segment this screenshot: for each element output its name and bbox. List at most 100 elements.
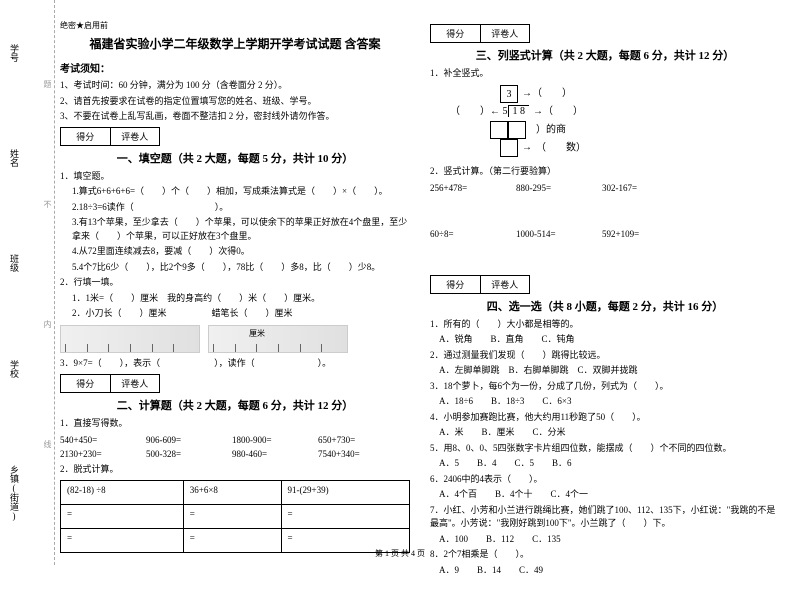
grader-label: 评卷人 xyxy=(481,25,530,42)
score-label: 得分 xyxy=(61,375,111,392)
table-header: 91-(29+39) xyxy=(281,481,409,505)
calc-item: 256+478= xyxy=(430,183,500,193)
calc-item: 500-328= xyxy=(146,449,216,459)
left-column: 绝密★启用前 福建省实验小学二年级数学上学期开学考试试题 含答案 考试须知： 1… xyxy=(60,20,410,579)
q1-sub: 4.从72里面连续减去8，要减（ ）次得0。 xyxy=(60,245,410,259)
q1-stem: 1．填空题。 xyxy=(60,170,410,184)
confidential-tag: 绝密★启用前 xyxy=(60,20,410,31)
mc-options: A．18÷6 B．18÷3 C．6×3 xyxy=(430,395,780,409)
vertical-diagram: 3→（ ） （ ）← 51 8→（ ） ）的商 →（ 数） xyxy=(450,85,780,158)
calc-row: 2130+230= 500-328= 980-460= 7540+340= xyxy=(60,449,410,459)
section-4-title: 四、选一选（共 8 小题，每题 2 分，共计 16 分） xyxy=(430,298,780,314)
calc-item: 906-609= xyxy=(146,435,216,445)
mc-item: 6．2406中的4表示（ ）。 xyxy=(430,473,780,487)
table-header: 36+6×8 xyxy=(183,481,281,505)
mc-item: 2．通过测量我们发现（ ）跳得比较远。 xyxy=(430,349,780,363)
calc-item: 540+450= xyxy=(60,435,130,445)
arrow-right-icon: →（ ） xyxy=(522,85,572,103)
dash-char: 不 xyxy=(42,200,53,208)
table-header: (82-18) ÷8 xyxy=(61,481,184,505)
calc-item: 650+730= xyxy=(318,435,388,445)
mc-item: 4．小明参加赛跑比赛，他大约用11秒跑了50（ ）。 xyxy=(430,411,780,425)
calc-table: (82-18) ÷8 36+6×8 91-(29+39) = = = = = = xyxy=(60,480,410,553)
calc-row: 540+450= 906-609= 1800-900= 650+730= xyxy=(60,435,410,445)
paren-left: （ ）← xyxy=(450,106,500,117)
score-box: 得分 评卷人 xyxy=(60,127,160,146)
section-2-title: 二、计算题（共 2 大题，每题 6 分，共计 12 分） xyxy=(60,397,410,413)
digit-box xyxy=(490,121,508,139)
q1-sub: 3.有13个苹果，至少拿去（ ）个苹果，可以使余下的苹果正好放在4个盘里，至少拿… xyxy=(60,216,410,243)
dash-char: 线 xyxy=(42,440,53,448)
minus: 5 xyxy=(503,106,508,117)
q2-stem: 2．行填一填。 xyxy=(60,276,410,290)
q1-sub: 5.4个7比6少（ ），比2个9多（ ），78比（ ）多8，比（ ）少8。 xyxy=(60,261,410,275)
calc-item: 1800-900= xyxy=(232,435,302,445)
notice-item: 2、请首先按要求在试卷的指定位置填写您的姓名、班级、学号。 xyxy=(60,95,410,108)
calc-item: 980-460= xyxy=(232,449,302,459)
score-box: 得分 评卷人 xyxy=(60,374,160,393)
notice-item: 1、考试时间：60 分钟，满分为 100 分（含卷面分 2 分）。 xyxy=(60,79,410,92)
table-cell: = xyxy=(281,505,409,529)
page-number: 第 1 页 共 4 页 xyxy=(0,548,800,559)
calc-item: 1000-514= xyxy=(516,229,586,239)
calc-item: 60÷8= xyxy=(430,229,500,239)
q2-sub: 1．1米=（ ）厘米 我的身高约（ ）米（ ）厘米。 xyxy=(60,292,410,306)
score-label: 得分 xyxy=(431,25,481,42)
digit-box xyxy=(508,121,526,139)
ruler-image: 厘米 xyxy=(208,325,348,353)
digit-box: 3 xyxy=(500,85,518,103)
mc-options: A．锐角 B．直角 C．钝角 xyxy=(430,333,780,347)
dash-char: 内 xyxy=(42,320,53,328)
calc-item: 7540+340= xyxy=(318,449,388,459)
q3: 3．9×7=（ ），表示（ ），读作（ ）。 xyxy=(60,357,410,371)
ruler-image xyxy=(60,325,200,353)
mc-options: A．米 B．厘米 C．分米 xyxy=(430,426,780,440)
dash-char: 题 xyxy=(42,80,53,88)
calc-row: 256+478= 880-295= 302-167= xyxy=(430,183,780,193)
mc-options: A．左脚单脚跳 B．右脚单脚跳 C．双脚并拢跳 xyxy=(430,364,780,378)
calc-item: 880-295= xyxy=(516,183,586,193)
q2-sub: 2．小刀长（ ）厘米 蜡笔长（ ）厘米 xyxy=(60,307,410,321)
binding-labels: 学号 姓名 班级 学校 乡镇(街道) xyxy=(8,0,21,565)
ruler-label: 厘米 xyxy=(249,328,265,339)
q1-stem: 1．补全竖式。 xyxy=(430,67,780,81)
calc-item: 592+109= xyxy=(602,229,672,239)
binding-field: 学校 xyxy=(8,360,21,378)
grader-label: 评卷人 xyxy=(111,375,160,392)
binding-field: 乡镇(街道) xyxy=(8,465,21,521)
mc-item: 5．用8、0、0、5四张数字卡片组四位数，能摆成（ ）个不同的四位数。 xyxy=(430,442,780,456)
right-column: 得分 评卷人 三、列竖式计算（共 2 大题，每题 6 分，共计 12 分） 1．… xyxy=(430,20,780,579)
notice-item: 3、不要在试卷上乱写乱画，卷面不整洁扣 2 分，密封线外请勿作答。 xyxy=(60,110,410,123)
label: ）的商 xyxy=(536,124,566,135)
digit-box xyxy=(500,139,518,157)
mc-options: A．5 B．4 C．5 B．6 xyxy=(430,457,780,471)
table-cell: = xyxy=(61,505,184,529)
mc-item: 1．所有的（ ）大小都是相等的。 xyxy=(430,318,780,332)
score-label: 得分 xyxy=(61,128,111,145)
score-box: 得分 评卷人 xyxy=(430,24,530,43)
calc-item: 302-167= xyxy=(602,183,672,193)
mc-item: 3．18个萝卜，每6个为一份，分成了几份，列式为（ ）。 xyxy=(430,380,780,394)
q2-stem: 2．脱式计算。 xyxy=(60,463,410,477)
grader-label: 评卷人 xyxy=(481,276,530,293)
calc-item: 2130+230= xyxy=(60,449,130,459)
grader-label: 评卷人 xyxy=(111,128,160,145)
calc-row: 60÷8= 1000-514= 592+109= xyxy=(430,229,780,239)
binding-field: 班级 xyxy=(8,254,21,272)
arrow-right-icon: →（ ） xyxy=(533,103,583,121)
arrow-right-icon: → xyxy=(522,139,532,157)
mc-options: A．4个百 B．4个十 C．4个一 xyxy=(430,488,780,502)
mc-options: A．100 B．112 C．135 xyxy=(430,533,780,547)
score-label: 得分 xyxy=(431,276,481,293)
division-box: 1 8 xyxy=(508,105,530,117)
page-content: 绝密★启用前 福建省实验小学二年级数学上学期开学考试试题 含答案 考试须知： 1… xyxy=(0,0,800,589)
exam-title: 福建省实验小学二年级数学上学期开学考试试题 含答案 xyxy=(60,35,410,52)
score-box: 得分 评卷人 xyxy=(430,275,530,294)
mc-options: A．9 B．14 C．49 xyxy=(430,564,780,578)
binding-strip: 学号 姓名 班级 学校 乡镇(街道) 题 不 内 线 xyxy=(0,0,55,565)
notice-label: 考试须知： xyxy=(60,60,410,75)
section-1-title: 一、填空题（共 2 大题，每题 5 分，共计 10 分） xyxy=(60,150,410,166)
q1-sub: 2.18÷3=6读作（ ）。 xyxy=(60,201,410,215)
q1-stem: 1．直接写得数。 xyxy=(60,417,410,431)
binding-field: 姓名 xyxy=(8,149,21,167)
